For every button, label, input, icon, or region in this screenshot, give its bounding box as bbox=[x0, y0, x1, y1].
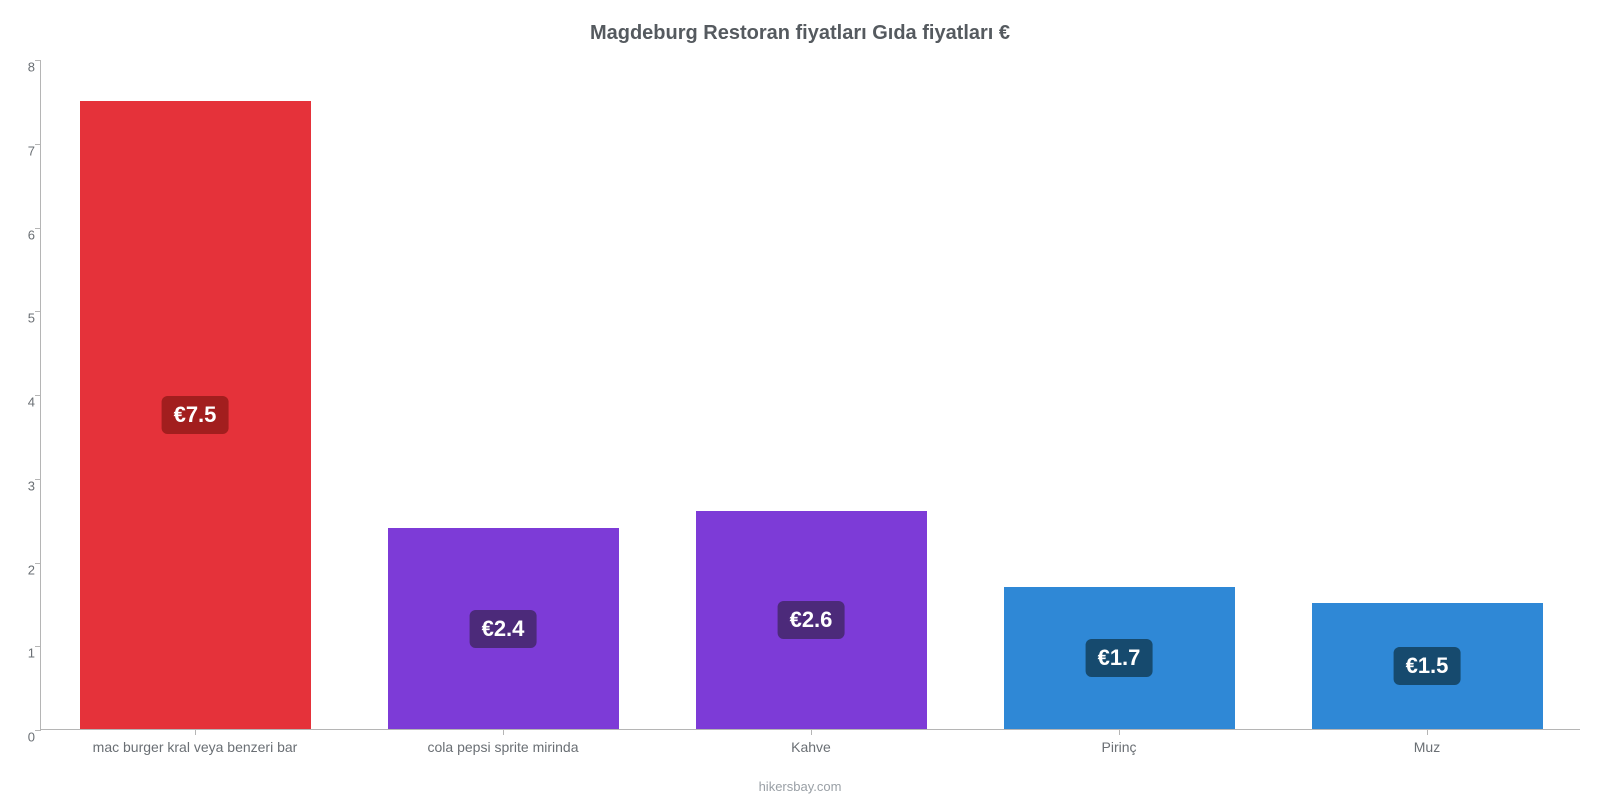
bar-value-label: €2.6 bbox=[778, 601, 845, 639]
y-tick-mark bbox=[35, 479, 41, 480]
bar: €2.4 bbox=[388, 528, 619, 729]
y-tick-mark bbox=[35, 60, 41, 61]
y-tick-label: 3 bbox=[28, 478, 35, 493]
y-tick-label: 5 bbox=[28, 311, 35, 326]
y-tick: 8 bbox=[13, 68, 35, 83]
y-tick: 3 bbox=[13, 486, 35, 501]
x-tick-mark bbox=[195, 729, 196, 735]
bar: €2.6 bbox=[696, 511, 927, 729]
y-tick-mark bbox=[35, 563, 41, 564]
x-axis-label: cola pepsi sprite mirinda bbox=[428, 739, 579, 755]
bar-value-label: €7.5 bbox=[162, 396, 229, 434]
x-axis-label: mac burger kral veya benzeri bar bbox=[93, 739, 298, 755]
x-tick-mark bbox=[1119, 729, 1120, 735]
plot-area: €7.5€2.4€2.6€1.7€1.5 012345678mac burger… bbox=[40, 60, 1580, 730]
x-tick-mark bbox=[811, 729, 812, 735]
bar-value-label: €2.4 bbox=[470, 610, 537, 648]
y-tick-mark bbox=[35, 730, 41, 731]
y-tick-mark bbox=[35, 395, 41, 396]
y-tick-mark bbox=[35, 646, 41, 647]
y-tick-mark bbox=[35, 144, 41, 145]
x-axis-label: Muz bbox=[1414, 739, 1440, 755]
y-tick: 2 bbox=[13, 570, 35, 585]
y-tick-label: 1 bbox=[28, 646, 35, 661]
y-tick: 0 bbox=[13, 738, 35, 753]
bar: €1.7 bbox=[1004, 587, 1235, 729]
x-tick-mark bbox=[503, 729, 504, 735]
x-tick-mark bbox=[1427, 729, 1428, 735]
y-tick-mark bbox=[35, 228, 41, 229]
y-tick: 1 bbox=[13, 654, 35, 669]
chart-footer: hikersbay.com bbox=[0, 779, 1600, 794]
y-tick-mark bbox=[35, 311, 41, 312]
y-tick: 5 bbox=[13, 319, 35, 334]
y-tick-label: 0 bbox=[28, 730, 35, 745]
chart-container: Magdeburg Restoran fiyatları Gıda fiyatl… bbox=[0, 0, 1600, 800]
bar-value-label: €1.7 bbox=[1086, 639, 1153, 677]
y-tick: 6 bbox=[13, 235, 35, 250]
chart-title: Magdeburg Restoran fiyatları Gıda fiyatl… bbox=[0, 22, 1600, 45]
y-tick: 4 bbox=[13, 403, 35, 418]
bar: €1.5 bbox=[1312, 603, 1543, 729]
y-tick-label: 2 bbox=[28, 562, 35, 577]
y-tick-label: 7 bbox=[28, 143, 35, 158]
bars-group: €7.5 €2.4 €2.6 €1.7 €1.5 bbox=[41, 60, 1580, 729]
x-axis-label: Pirinç bbox=[1101, 739, 1136, 755]
bar: €7.5 bbox=[80, 101, 311, 729]
bar-value-label: €1.5 bbox=[1394, 647, 1461, 685]
y-tick-label: 8 bbox=[28, 60, 35, 75]
y-tick: 7 bbox=[13, 151, 35, 166]
x-axis-label: Kahve bbox=[791, 739, 831, 755]
y-tick-label: 6 bbox=[28, 227, 35, 242]
y-tick-label: 4 bbox=[28, 395, 35, 410]
